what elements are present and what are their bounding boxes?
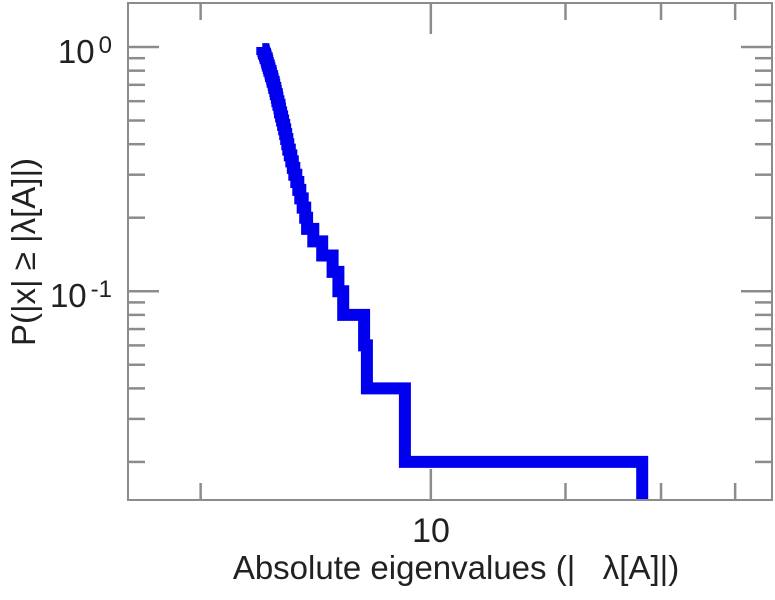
plot-canvas xyxy=(129,4,771,499)
y-axis-tick-label-0p1: 10 -1 xyxy=(49,276,112,314)
ccdf-curve xyxy=(256,43,649,499)
y-axis-title: P(|x| ≥ |λ[A]|) xyxy=(5,157,42,347)
y-axis-tick-label-1: 10 0 xyxy=(57,32,112,70)
x-axis-title: Absolute eigenvalues (| λ[A]|) xyxy=(232,549,680,586)
x-axis-tick-label-10: 10 xyxy=(412,512,450,550)
plot-border xyxy=(127,2,773,501)
